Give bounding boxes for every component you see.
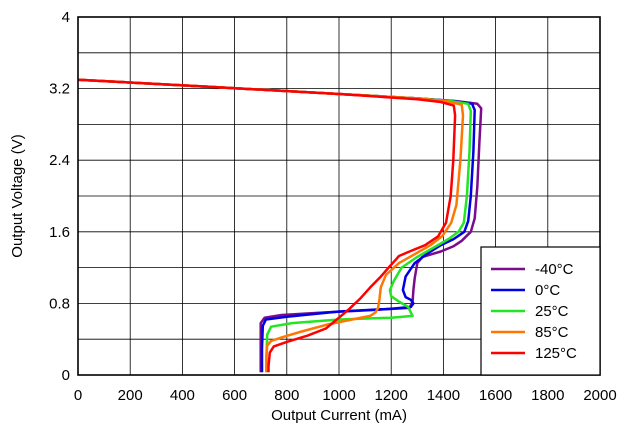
x-tick-label: 1000 bbox=[322, 387, 355, 404]
legend-label: 85°C bbox=[535, 324, 569, 341]
tick-labels: 0 200 400 600 800 1000 1200 1400 1600 1800 2000 0 0.… bbox=[49, 9, 617, 404]
x-tick-label: 2000 bbox=[583, 387, 616, 404]
x-tick-label: 1800 bbox=[531, 387, 564, 404]
y-tick-label: 0.8 bbox=[49, 295, 70, 312]
x-tick-label: 800 bbox=[274, 387, 299, 404]
x-tick-label: 1400 bbox=[427, 387, 460, 404]
x-tick-label: 1600 bbox=[479, 387, 512, 404]
y-tick-label: 3.2 bbox=[49, 81, 70, 98]
legend: -40°C 0°C 25°C 85°C 125°C bbox=[480, 246, 601, 376]
y-tick-label: 2.4 bbox=[49, 152, 70, 169]
x-tick-label: 1200 bbox=[375, 387, 408, 404]
y-axis-title: Output Voltage (V) bbox=[9, 134, 26, 257]
legend-label: -40°C bbox=[535, 261, 574, 278]
legend-label: 125°C bbox=[535, 345, 577, 362]
grid-lines bbox=[78, 17, 600, 375]
series-line bbox=[77, 78, 457, 373]
x-axis-title: Output Current (mA) bbox=[271, 407, 407, 424]
plot-frame bbox=[77, 16, 601, 376]
x-tick-label: 600 bbox=[222, 387, 247, 404]
x-tick-label: 200 bbox=[118, 387, 143, 404]
series-lines bbox=[77, 78, 483, 373]
y-tick-label: 0 bbox=[62, 367, 70, 384]
legend-label: 25°C bbox=[535, 303, 569, 320]
y-tick-label: 4 bbox=[62, 9, 70, 26]
series-line bbox=[77, 78, 476, 373]
x-tick-label: 400 bbox=[170, 387, 195, 404]
series-line bbox=[77, 78, 483, 373]
series-line bbox=[77, 78, 473, 373]
x-tick-label: 0 bbox=[74, 387, 82, 404]
series-line bbox=[77, 78, 465, 373]
y-tick-label: 1.6 bbox=[49, 224, 70, 241]
legend-label: 0°C bbox=[535, 282, 560, 299]
